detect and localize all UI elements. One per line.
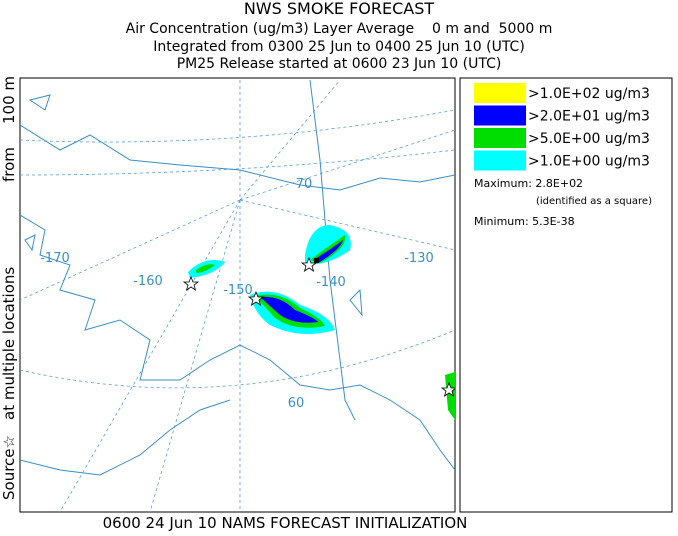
map-grid-label: -170 (40, 251, 70, 266)
map-grid-label: -160 (133, 274, 163, 289)
legend-swatch (474, 128, 526, 148)
side-label: at multiple locations (0, 267, 18, 420)
legend-box (459, 77, 673, 513)
legend: >1.0E+02 ug/m3 >2.0E+01 ug/m3 >5.0E+00 ug/… (474, 83, 650, 171)
legend-swatch (474, 105, 526, 126)
identified-note: (identified as a square) (536, 196, 652, 207)
legend-label: >1.0E+02 ug/m3 (528, 86, 650, 102)
side-label: 100 m (0, 76, 18, 124)
side-label: Source☆ (0, 435, 18, 500)
legend-label: >1.0E+00 ug/m3 (528, 154, 650, 170)
maximum: Maximum: 2.8E+02 (474, 177, 583, 190)
subtitle: Integrated from 0300 25 Jun to 0400 25 J… (153, 39, 525, 55)
footer: 0600 24 Jun 10 NAMS FORECAST INITIALIZAT… (103, 514, 468, 532)
map-grid-label: 60 (288, 396, 305, 411)
side-label: from (0, 147, 18, 182)
legend-label: >5.0E+00 ug/m3 (528, 131, 650, 147)
legend-label: >2.0E+01 ug/m3 (528, 109, 650, 125)
subtitle: PM25 Release started at 0600 23 Jun 10 (… (177, 56, 502, 72)
map-grid-label: -150 (223, 283, 253, 298)
legend-swatch (474, 150, 526, 171)
minimum: Minimum: 5.3E-38 (474, 215, 575, 228)
subtitle: Air Concentration (ug/m3) Layer Average … (126, 21, 553, 37)
map (19, 77, 456, 513)
map-grid-label: -140 (316, 275, 346, 290)
legend-swatch (474, 83, 526, 103)
map-grid-label: 70 (296, 177, 313, 192)
title: NWS SMOKE FORECAST (244, 0, 435, 18)
map-grid-label: -130 (404, 251, 434, 266)
